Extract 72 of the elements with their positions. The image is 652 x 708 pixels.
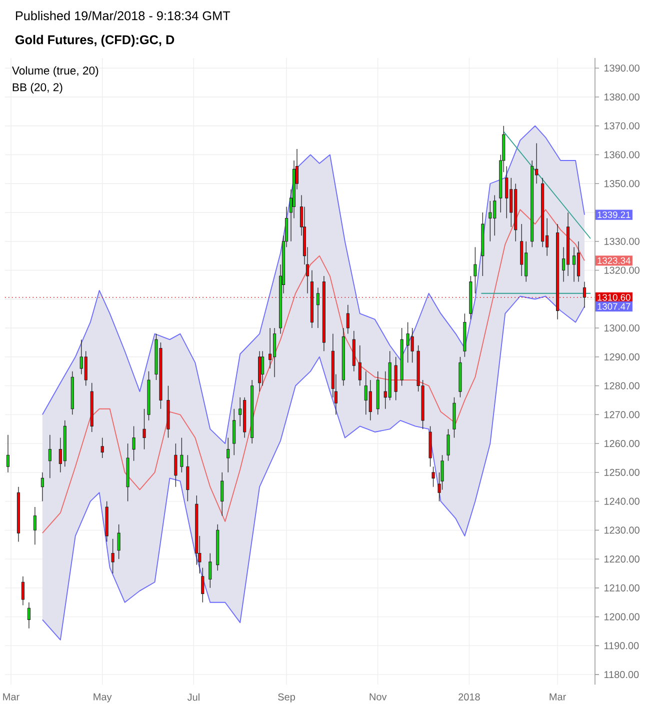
candlestick bbox=[186, 454, 190, 502]
y-tick-label: 1330.00 bbox=[604, 238, 640, 245]
y-tick-label: 1390.00 bbox=[604, 64, 640, 72]
x-tick-label: Jul bbox=[187, 693, 200, 701]
chart-title: Gold Futures, (CFD):GC, D bbox=[15, 34, 174, 47]
line-series bbox=[42, 296, 585, 640]
candlestick bbox=[582, 281, 586, 308]
line-series bbox=[42, 125, 585, 444]
candlestick bbox=[21, 576, 25, 606]
y-tick-label: 1280.00 bbox=[604, 382, 640, 390]
candlestick bbox=[48, 434, 52, 479]
candlestick bbox=[368, 380, 372, 421]
x-tick-label: 2018 bbox=[458, 693, 480, 700]
ref-line-label: 1310.60 bbox=[598, 294, 630, 301]
candlestick bbox=[100, 437, 104, 458]
candlestick bbox=[220, 472, 224, 516]
y-tick-label: 1250.00 bbox=[604, 468, 640, 476]
x-tick-label: Nov bbox=[370, 693, 387, 700]
y-tick-label: 1350.00 bbox=[604, 180, 640, 188]
annotation: Volume (true, 20) bbox=[12, 66, 98, 77]
candlestick bbox=[358, 345, 362, 386]
candlestick bbox=[432, 466, 435, 488]
candlestick bbox=[208, 552, 212, 588]
chart-subtitle: Published 19/Mar/2018 - 9:18:34 GMT bbox=[16, 10, 230, 20]
candlestick bbox=[84, 350, 88, 386]
y-tick-label: 1300.00 bbox=[604, 324, 640, 332]
y-tick-label: 1370.00 bbox=[604, 122, 640, 130]
candlestick bbox=[261, 350, 264, 386]
x-tick-label: Mar bbox=[3, 693, 20, 700]
y-tick-label: 1190.00 bbox=[604, 642, 639, 650]
candlestick bbox=[272, 328, 276, 378]
y-tick-label: 1380.00 bbox=[604, 93, 640, 101]
candlestick bbox=[576, 241, 580, 282]
candlestick bbox=[226, 437, 230, 473]
candlestick bbox=[180, 437, 184, 473]
candlestick bbox=[6, 434, 10, 473]
x-tick-label: Mar bbox=[550, 693, 566, 700]
candlestick bbox=[474, 246, 477, 294]
candlestick bbox=[268, 328, 272, 369]
candlestick bbox=[33, 506, 36, 545]
data-label: 1307.47 bbox=[598, 303, 630, 310]
y-tick-label: 1200.00 bbox=[604, 613, 640, 620]
candlestick bbox=[142, 408, 146, 450]
annotation: BB (20, 2) bbox=[12, 82, 62, 94]
y-tick-label: 1210.00 bbox=[604, 584, 640, 592]
x-tick-label: Sep bbox=[278, 693, 295, 702]
y-tick-label: 1220.00 bbox=[604, 556, 640, 563]
y-tick-label: 1240.00 bbox=[604, 498, 640, 505]
y-tick-label: 1230.00 bbox=[604, 526, 640, 534]
candlestick bbox=[132, 426, 136, 462]
candlestick bbox=[201, 567, 204, 603]
x-tick-label: May bbox=[94, 693, 112, 702]
data-label: 1339.21 bbox=[598, 211, 630, 218]
y-tick-label: 1180.00 bbox=[604, 671, 639, 678]
candlestick bbox=[117, 524, 120, 560]
candlestick bbox=[346, 304, 350, 334]
y-tick-label: 1290.00 bbox=[604, 353, 640, 360]
candlestick bbox=[316, 287, 320, 328]
data-label: 1323.34 bbox=[598, 257, 630, 264]
y-tick-label: 1320.00 bbox=[604, 266, 640, 274]
candlestick bbox=[572, 246, 576, 282]
candlestick bbox=[111, 538, 114, 574]
candlestick bbox=[520, 224, 524, 276]
y-tick-label: 1260.00 bbox=[604, 440, 640, 448]
y-tick-label: 1270.00 bbox=[604, 411, 640, 418]
candlestick bbox=[232, 408, 236, 456]
candlestick bbox=[174, 443, 178, 488]
candlestick bbox=[40, 472, 44, 502]
candlestick bbox=[446, 428, 450, 462]
candlestick bbox=[505, 166, 508, 219]
y-tick-label: 1360.00 bbox=[604, 151, 640, 158]
candlestick bbox=[27, 602, 30, 629]
